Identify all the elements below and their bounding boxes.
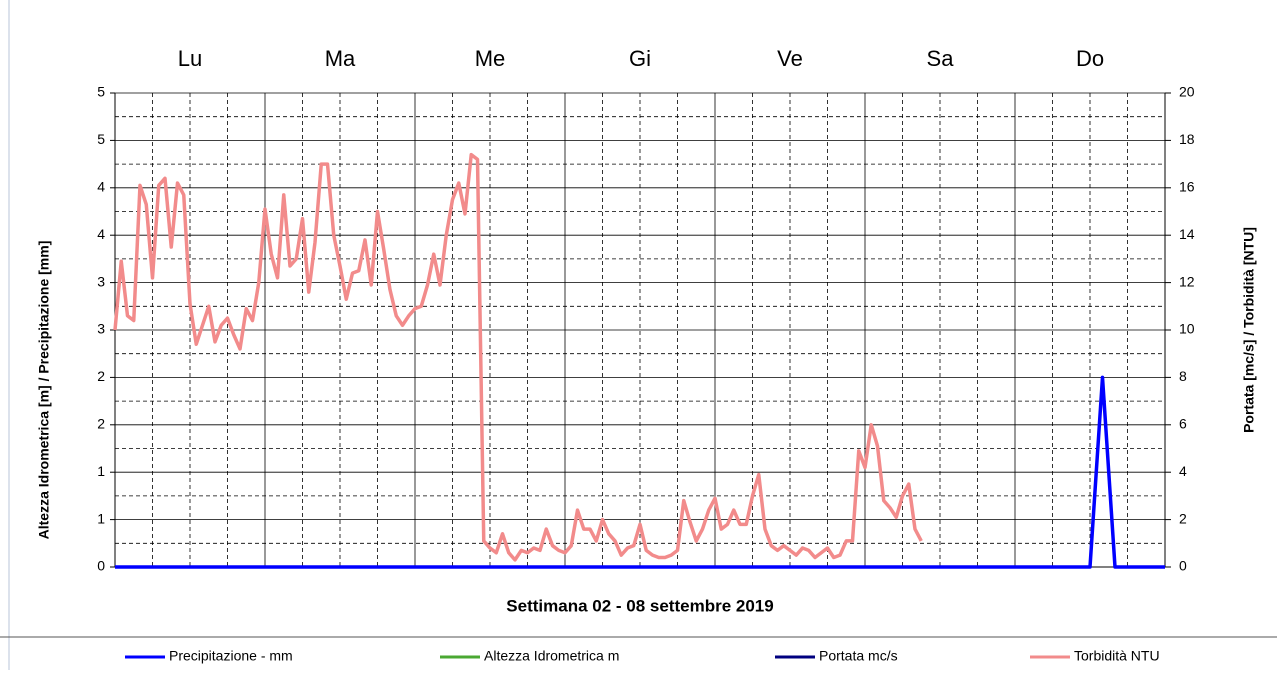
y2-tick-label: 8 xyxy=(1179,368,1187,384)
legend-label: Torbidità NTU xyxy=(1074,648,1160,664)
y-tick-label: 0 xyxy=(97,558,105,574)
y2-tick-label: 12 xyxy=(1179,273,1195,289)
legend-label: Precipitazione - mm xyxy=(169,648,293,664)
legend-label: Portata mc/s xyxy=(819,648,898,664)
y2-tick-label: 0 xyxy=(1179,558,1187,574)
series-line xyxy=(113,152,923,562)
x-axis-title: Settimana 02 - 08 settembre 2019 xyxy=(506,596,773,615)
y2-tick-label: 20 xyxy=(1179,84,1195,100)
y2-tick-label: 14 xyxy=(1179,226,1195,242)
y-tick-label: 3 xyxy=(97,273,105,289)
y2-axis-title: Portata [mc/s] / Torbidità [NTU] xyxy=(1241,227,1257,433)
y-tick-label: 1 xyxy=(97,510,105,526)
day-label: Ve xyxy=(777,46,803,71)
y-tick-label: 1 xyxy=(97,463,105,479)
y-tick-label: 5 xyxy=(97,84,105,100)
y2-tick-label: 4 xyxy=(1179,463,1187,479)
y-tick-label: 2 xyxy=(97,368,105,384)
y-tick-label: 4 xyxy=(97,179,105,195)
y-tick-label: 4 xyxy=(97,226,105,242)
y-tick-label: 3 xyxy=(97,321,105,337)
y2-tick-label: 2 xyxy=(1179,510,1187,526)
day-label: Gi xyxy=(629,46,651,71)
y2-tick-label: 6 xyxy=(1179,416,1187,432)
y2-tick-label: 10 xyxy=(1179,321,1195,337)
y2-tick-label: 16 xyxy=(1179,179,1195,195)
series-line xyxy=(115,375,1165,569)
y-tick-label: 2 xyxy=(97,416,105,432)
y-axis-title: Altezza Idrometrica [m] / Precipitazione… xyxy=(36,241,52,540)
day-label: Do xyxy=(1076,46,1104,71)
day-label: Sa xyxy=(927,46,955,71)
y-tick-label: 5 xyxy=(97,131,105,147)
y2-tick-label: 18 xyxy=(1179,131,1195,147)
day-label: Me xyxy=(475,46,506,71)
day-label: Lu xyxy=(178,46,202,71)
legend-label: Altezza Idrometrica m xyxy=(484,648,619,664)
day-label: Ma xyxy=(325,46,356,71)
